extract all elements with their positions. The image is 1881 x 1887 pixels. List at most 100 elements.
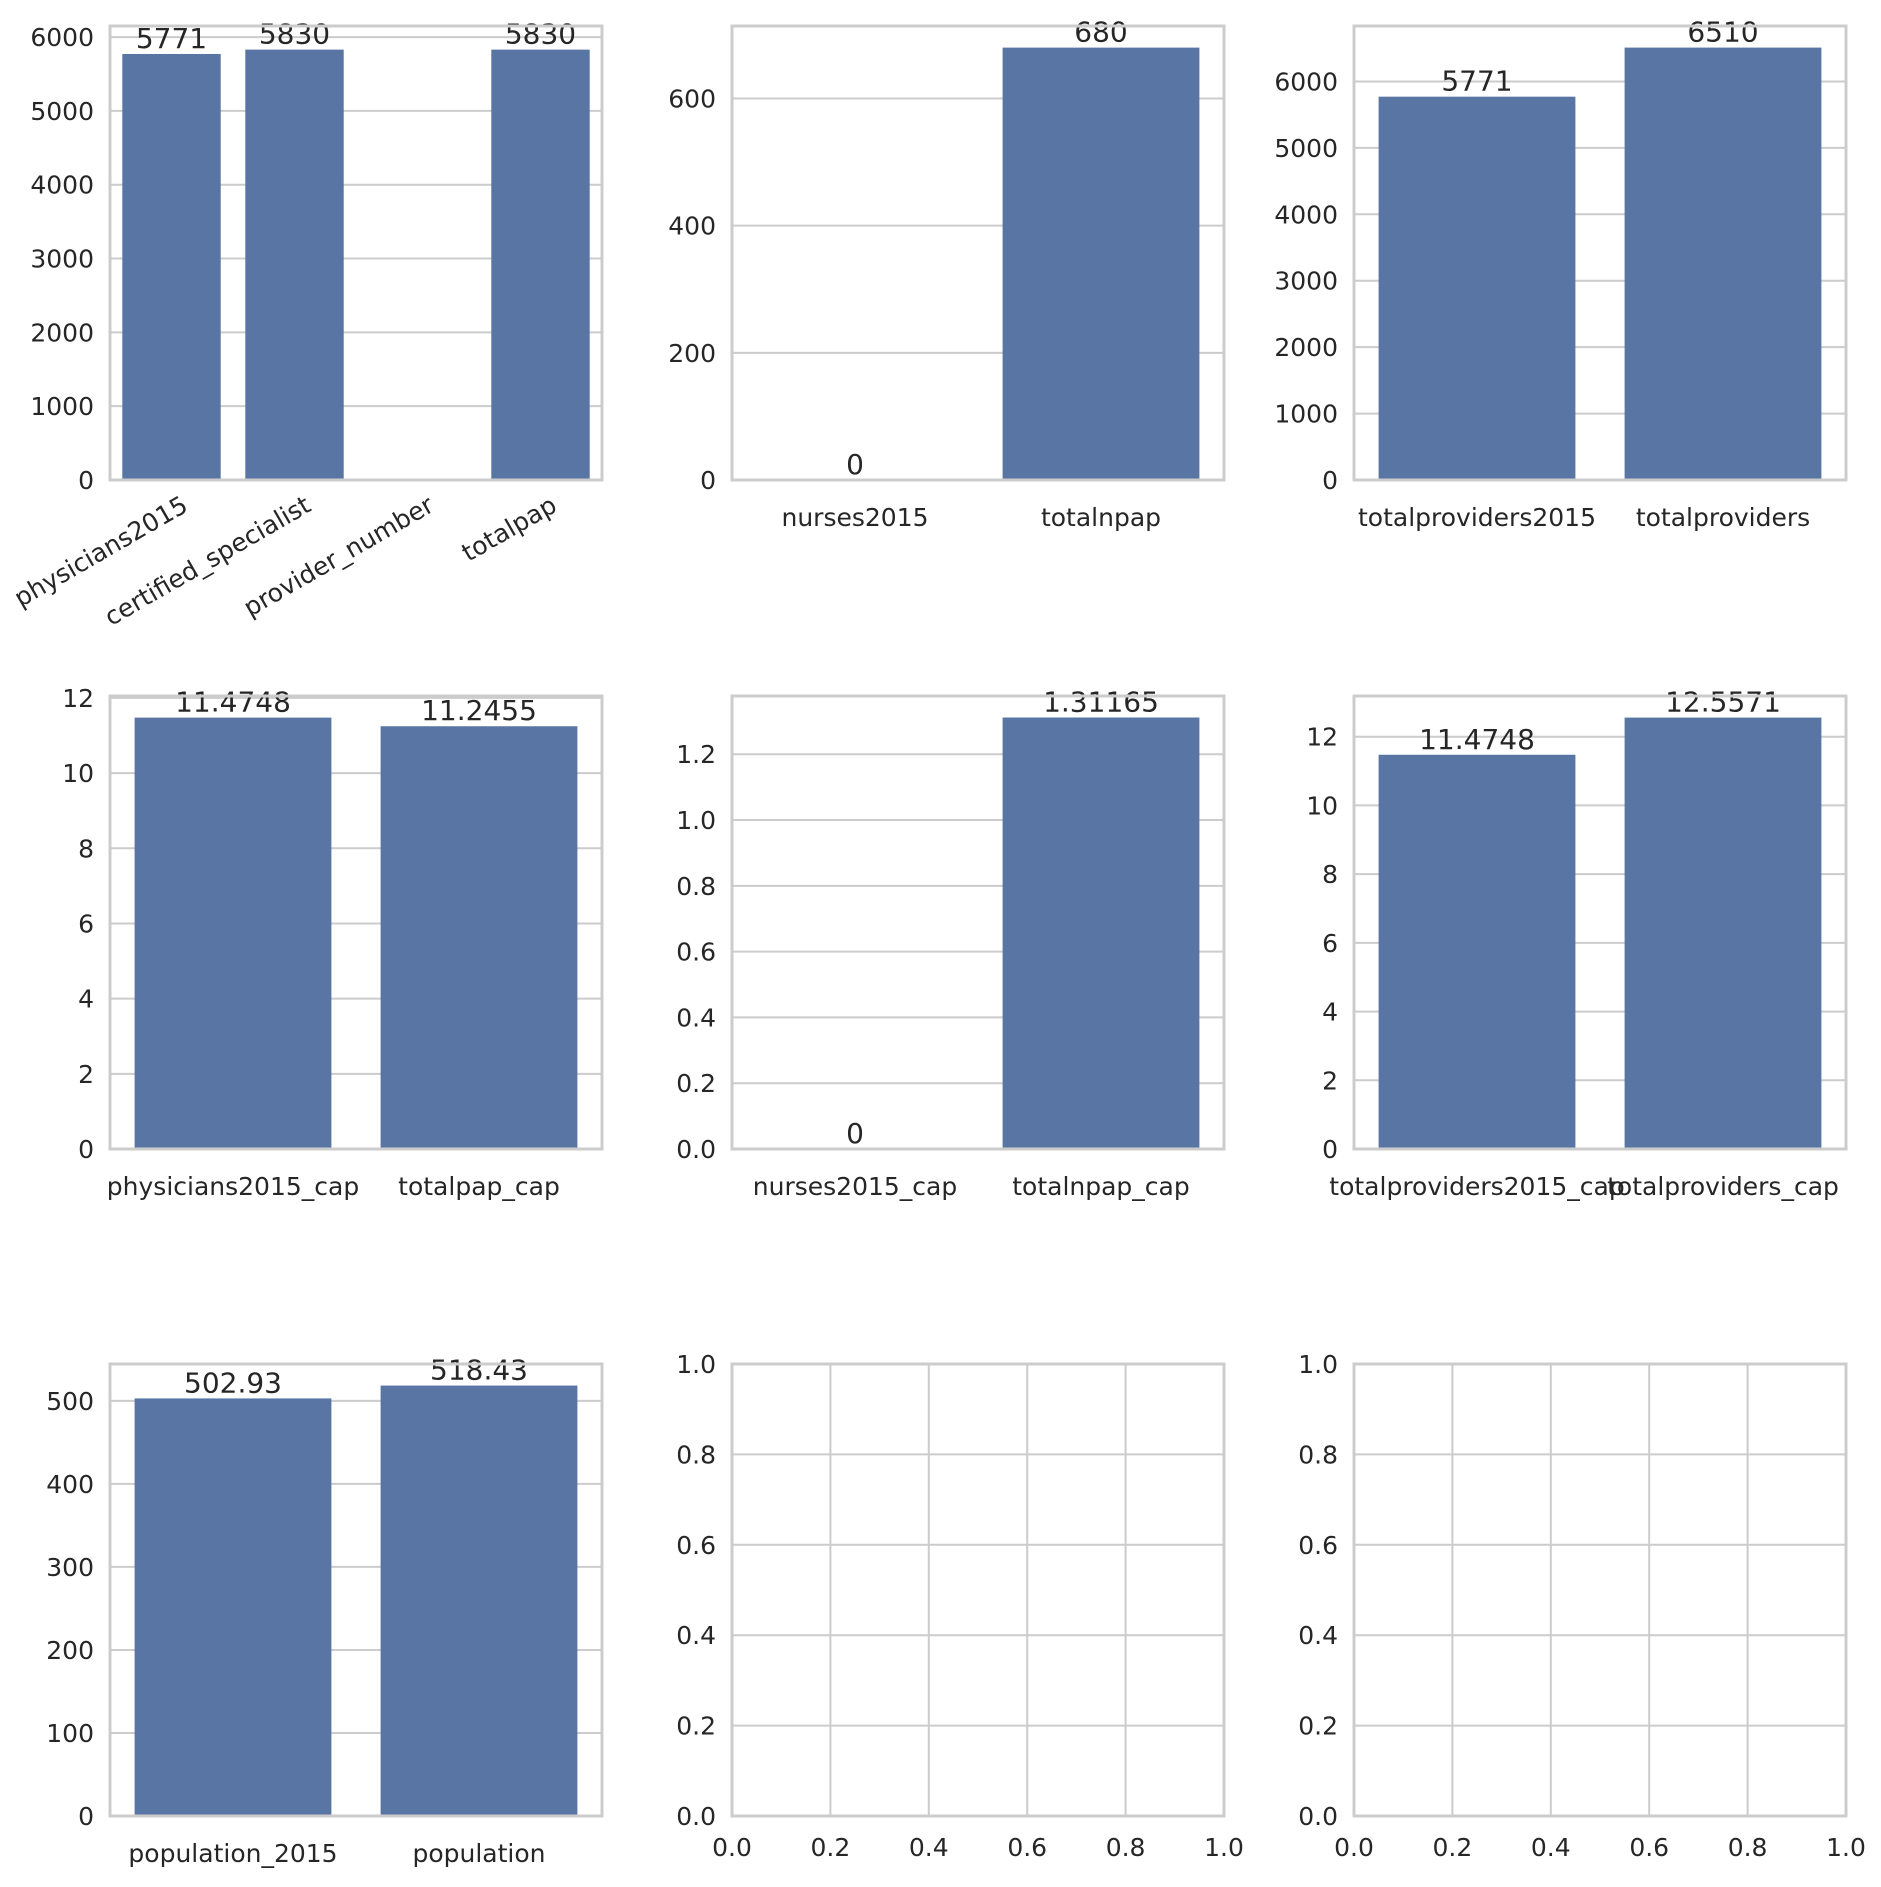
x-tick-label: nurses2015 [781, 503, 928, 532]
subplot-5: 0.0 0.2 0.4 0.6 0.8 1.0 1.2 0 nurses2015_cap 1.31… [676, 685, 1226, 1201]
subplot-7: 0 100 200 300 400 500 502.93 population_2015 518… [46, 1354, 604, 1868]
y-tick-label: 10 [62, 759, 94, 788]
y-tick-label: 0.0 [676, 1135, 716, 1164]
y-tick-label: 1.0 [1298, 1350, 1338, 1379]
x-tick-label: nurses2015_cap [753, 1172, 957, 1201]
bar-value-label: 502.93 [184, 1366, 282, 1399]
y-tick-label: 0 [78, 466, 94, 495]
bar [380, 726, 578, 1149]
x-tick-label: totalproviders [1636, 503, 1810, 532]
x-tick-label: totalnpap [1041, 503, 1161, 532]
y-tick-label: 2000 [30, 318, 94, 347]
y-tick-label: 0 [78, 1135, 94, 1164]
bar [134, 1398, 332, 1816]
y-tick-label: 200 [46, 1636, 94, 1665]
y-tick-label: 0 [78, 1802, 94, 1831]
y-tick-label: 2 [1322, 1066, 1338, 1095]
y-tick-label: 400 [46, 1470, 94, 1499]
x-tick-label: 0.8 [1728, 1833, 1768, 1862]
y-tick-label: 0.4 [1298, 1621, 1338, 1650]
y-tick-label: 0 [700, 466, 716, 495]
y-tick-label: 200 [668, 339, 716, 368]
x-tick-label: totalproviders2015 [1358, 503, 1596, 532]
y-tick-label: 12 [62, 684, 94, 713]
bar-value-label: 11.4748 [175, 686, 291, 719]
y-tick-label: 500 [46, 1387, 94, 1416]
y-tick-label: 0.0 [676, 1802, 716, 1831]
y-tick-label: 10 [1306, 791, 1338, 820]
bar [1624, 47, 1822, 481]
subplot-4: 0 2 4 6 8 10 12 11.4748 physicians2015_cap 11.245… [62, 684, 604, 1201]
x-tick-label: 0.8 [1106, 1833, 1146, 1862]
y-tick-label: 2000 [1274, 333, 1338, 362]
bar-value-label: 11.4748 [1419, 723, 1535, 756]
bar-value-label: 1.31165 [1043, 685, 1159, 718]
axes-frame [730, 24, 1226, 482]
x-tick-label: 0.4 [909, 1833, 949, 1862]
x-tick-label: totalproviders_cap [1607, 1172, 1839, 1201]
y-tick-label: 2 [78, 1060, 94, 1089]
y-tick-label: 0 [1322, 1135, 1338, 1164]
y-tick-label: 4000 [1274, 200, 1338, 229]
x-tick-label: 0.6 [1629, 1833, 1669, 1862]
subplot-2: 0 200 400 600 0 nurses2015 680 totalnpap [668, 16, 1226, 532]
subplot-8: 0.0 0.2 0.4 0.6 0.8 1.0 0.0 0.2 0.4 0.6 0.8 1.0 [676, 1350, 1244, 1862]
x-tick-label: 0.6 [1007, 1833, 1047, 1862]
bar-value-label: 12.5571 [1665, 686, 1781, 719]
bar-value-label: 6510 [1687, 16, 1758, 49]
bar [245, 49, 344, 480]
y-tick-label: 12 [1306, 723, 1338, 752]
bar [1378, 96, 1576, 480]
y-tick-label: 5000 [30, 97, 94, 126]
y-tick-label: 0.6 [676, 1531, 716, 1560]
bar-value-label: 11.2455 [421, 694, 537, 727]
subplot-3: 0 1000 2000 3000 4000 5000 6000 5771 totalprovid… [1274, 16, 1848, 532]
bar [1002, 47, 1200, 480]
y-tick-label: 6000 [30, 23, 94, 52]
y-tick-label: 0.6 [676, 938, 716, 967]
x-tick-label: 0.2 [811, 1833, 851, 1862]
y-tick-label: 0.4 [676, 1003, 716, 1032]
x-tick-label: physicians2015_cap [107, 1172, 359, 1201]
subplot-9: 0.0 0.2 0.4 0.6 0.8 1.0 0.0 0.2 0.4 0.6 0.8 1.0 [1298, 1350, 1866, 1862]
y-tick-label: 1.0 [676, 806, 716, 835]
y-tick-label: 4000 [30, 171, 94, 200]
y-tick-label: 1.2 [676, 740, 716, 769]
axes-frame [108, 24, 604, 482]
y-tick-label: 8 [1322, 860, 1338, 889]
y-tick-label: 0.2 [1298, 1712, 1338, 1741]
bar [380, 1385, 578, 1816]
bar [134, 717, 332, 1149]
bar-value-label: 0 [846, 448, 864, 481]
bar-value-label: 680 [1074, 16, 1127, 49]
x-tick-label: 1.0 [1204, 1833, 1244, 1862]
x-tick-label: population [412, 1839, 545, 1868]
bar-value-label: 0 [846, 1117, 864, 1150]
y-tick-label: 1.0 [676, 1350, 716, 1379]
y-tick-label: 0.0 [1298, 1802, 1338, 1831]
subplot-6: 0 2 4 6 8 10 12 11.4748 totalproviders2015_cap 12… [1306, 686, 1848, 1201]
x-tick-label: 0.0 [1334, 1833, 1374, 1862]
y-tick-label: 4 [1322, 998, 1338, 1027]
bar [1378, 754, 1576, 1149]
y-tick-label: 3000 [1274, 267, 1338, 296]
axes-frame [730, 694, 1226, 1151]
axes-frame [108, 1362, 604, 1818]
x-tick-label: population_2015 [128, 1839, 337, 1868]
bar-value-label: 5830 [259, 18, 330, 51]
axes-frame [730, 1362, 1226, 1818]
bar-value-label: 518.43 [430, 1354, 528, 1387]
y-tick-label: 0.6 [1298, 1531, 1338, 1560]
axes-frame [1352, 694, 1848, 1151]
y-tick-label: 6000 [1274, 67, 1338, 96]
axes-frame [1352, 1362, 1848, 1818]
bar [1002, 717, 1200, 1149]
y-tick-label: 0.8 [1298, 1440, 1338, 1469]
y-tick-label: 0.8 [676, 872, 716, 901]
x-tick-label: totalpap_cap [398, 1172, 560, 1201]
y-tick-label: 0.2 [676, 1712, 716, 1741]
x-tick-label: 0.0 [712, 1833, 752, 1862]
y-tick-label: 0.4 [676, 1621, 716, 1650]
y-tick-label: 100 [46, 1719, 94, 1748]
